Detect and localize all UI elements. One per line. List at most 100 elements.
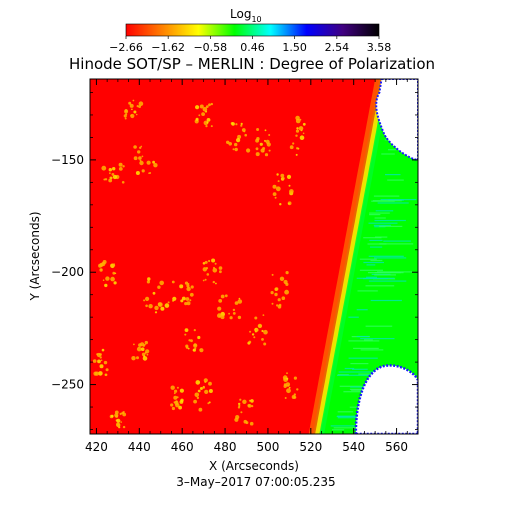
polarization-patch: [146, 353, 149, 356]
polarization-patch: [100, 359, 103, 362]
y-tick-label: −250: [51, 378, 84, 392]
polarization-patch: [299, 135, 305, 140]
off-limb-streak: [369, 239, 383, 241]
polarization-patch: [289, 189, 294, 194]
polarization-patch: [154, 305, 159, 311]
polarization-patch: [255, 152, 260, 157]
polarization-patch: [146, 160, 151, 165]
polarization-patch: [238, 402, 241, 406]
polarization-patch: [179, 388, 184, 393]
off-limb-streak: [356, 309, 368, 311]
polarization-patch: [206, 118, 211, 122]
polarization-patch: [173, 395, 178, 400]
colorbar-ticks: −2.66 −1.62 −0.58 0.46 1.50 2.54 3.58: [109, 36, 391, 54]
polarization-patch: [171, 280, 175, 284]
off-limb-streak: [352, 368, 368, 370]
off-limb-streak: [374, 274, 396, 276]
polarization-patch: [251, 405, 254, 408]
polarization-patch: [190, 339, 193, 343]
polarization-patch: [186, 284, 190, 288]
colorbar-gradient: [125, 23, 380, 37]
polarization-patch: [194, 347, 197, 350]
polarization-patch: [152, 160, 155, 164]
polarization-patch: [255, 138, 259, 143]
polarization-patch: [217, 306, 222, 311]
polarization-patch: [144, 343, 146, 346]
off-limb-streak: [387, 179, 404, 181]
polarization-patch: [114, 410, 119, 415]
polarization-patch: [141, 155, 144, 158]
polarization-patch: [139, 146, 142, 149]
polarization-patch: [196, 396, 200, 400]
polarization-patch: [92, 359, 97, 363]
polarization-patch: [208, 259, 211, 263]
off-limb-streak: [350, 386, 377, 388]
polarization-patch: [193, 399, 197, 404]
limb-band: [319, 79, 391, 434]
polarization-patch: [174, 389, 178, 393]
polarization-patch: [228, 142, 232, 146]
polarization-patch: [170, 385, 175, 390]
polarization-patch: [173, 392, 176, 395]
polarization-patch: [113, 281, 117, 285]
polarization-patch: [288, 203, 290, 205]
polarization-patch: [295, 134, 298, 137]
polarization-patch: [116, 422, 120, 427]
polarization-patch: [125, 113, 128, 116]
polarization-patch: [246, 148, 251, 153]
x-axis-label: X (Arcseconds): [209, 459, 299, 473]
off-limb-streak: [373, 195, 400, 197]
polarization-patch: [262, 150, 265, 153]
polarization-patch: [256, 128, 260, 131]
off-limb-streak: [367, 243, 387, 245]
polarization-patch: [240, 122, 243, 125]
off-limb-streak: [368, 222, 398, 224]
polarization-patch: [149, 172, 152, 174]
observation-date: 3–May–2017 07:00:05.235: [176, 475, 335, 489]
off-limb-streak: [372, 200, 402, 202]
polarization-patch: [99, 356, 102, 359]
polarization-patch: [179, 284, 184, 289]
polarization-patch: [195, 380, 201, 385]
chart-title: Hinode SOT/SP – MERLIN : Degree of Polar…: [69, 55, 435, 73]
polarization-patch: [296, 388, 299, 391]
polarization-patch: [268, 134, 271, 136]
polarization-patch: [206, 273, 210, 276]
off-limb-streak: [359, 269, 383, 271]
off-limb-streak: [366, 276, 377, 278]
polarization-patch: [258, 324, 262, 328]
polarization-patch: [202, 267, 207, 272]
polarization-patch: [264, 153, 269, 157]
polarization-patch: [145, 304, 148, 308]
colorbar-title-main: Log: [230, 7, 251, 21]
polarization-patch: [195, 105, 200, 110]
polarization-patch: [302, 122, 306, 126]
x-tick-label: 560: [385, 440, 408, 454]
polarization-patch: [148, 304, 153, 309]
off-limb-streak: [377, 271, 413, 273]
polarization-patch: [234, 301, 239, 305]
off-limb-streak: [377, 202, 409, 204]
polarization-patch: [206, 121, 209, 124]
polarization-patch: [108, 168, 112, 172]
polarization-patch: [241, 128, 246, 132]
x-tick-label: 480: [214, 440, 237, 454]
polarization-patch: [249, 330, 252, 333]
polarization-patch: [114, 272, 117, 275]
polarization-patch: [205, 125, 208, 128]
polarization-patch: [288, 386, 291, 389]
polarization-patch: [108, 178, 113, 183]
limb-band: [315, 79, 387, 434]
polarization-patch: [276, 304, 279, 307]
polarization-patch: [138, 101, 144, 106]
polarization-patch: [176, 396, 179, 399]
polarization-patch: [140, 342, 145, 347]
polarization-patch: [201, 112, 205, 116]
polarization-patch: [232, 308, 236, 312]
polarization-patch: [114, 413, 119, 418]
polarization-patch: [157, 285, 161, 289]
off-limb-streak: [339, 385, 362, 387]
off-limb-streak: [365, 325, 393, 327]
limb-band: [308, 79, 383, 434]
polarization-patch: [285, 271, 289, 275]
